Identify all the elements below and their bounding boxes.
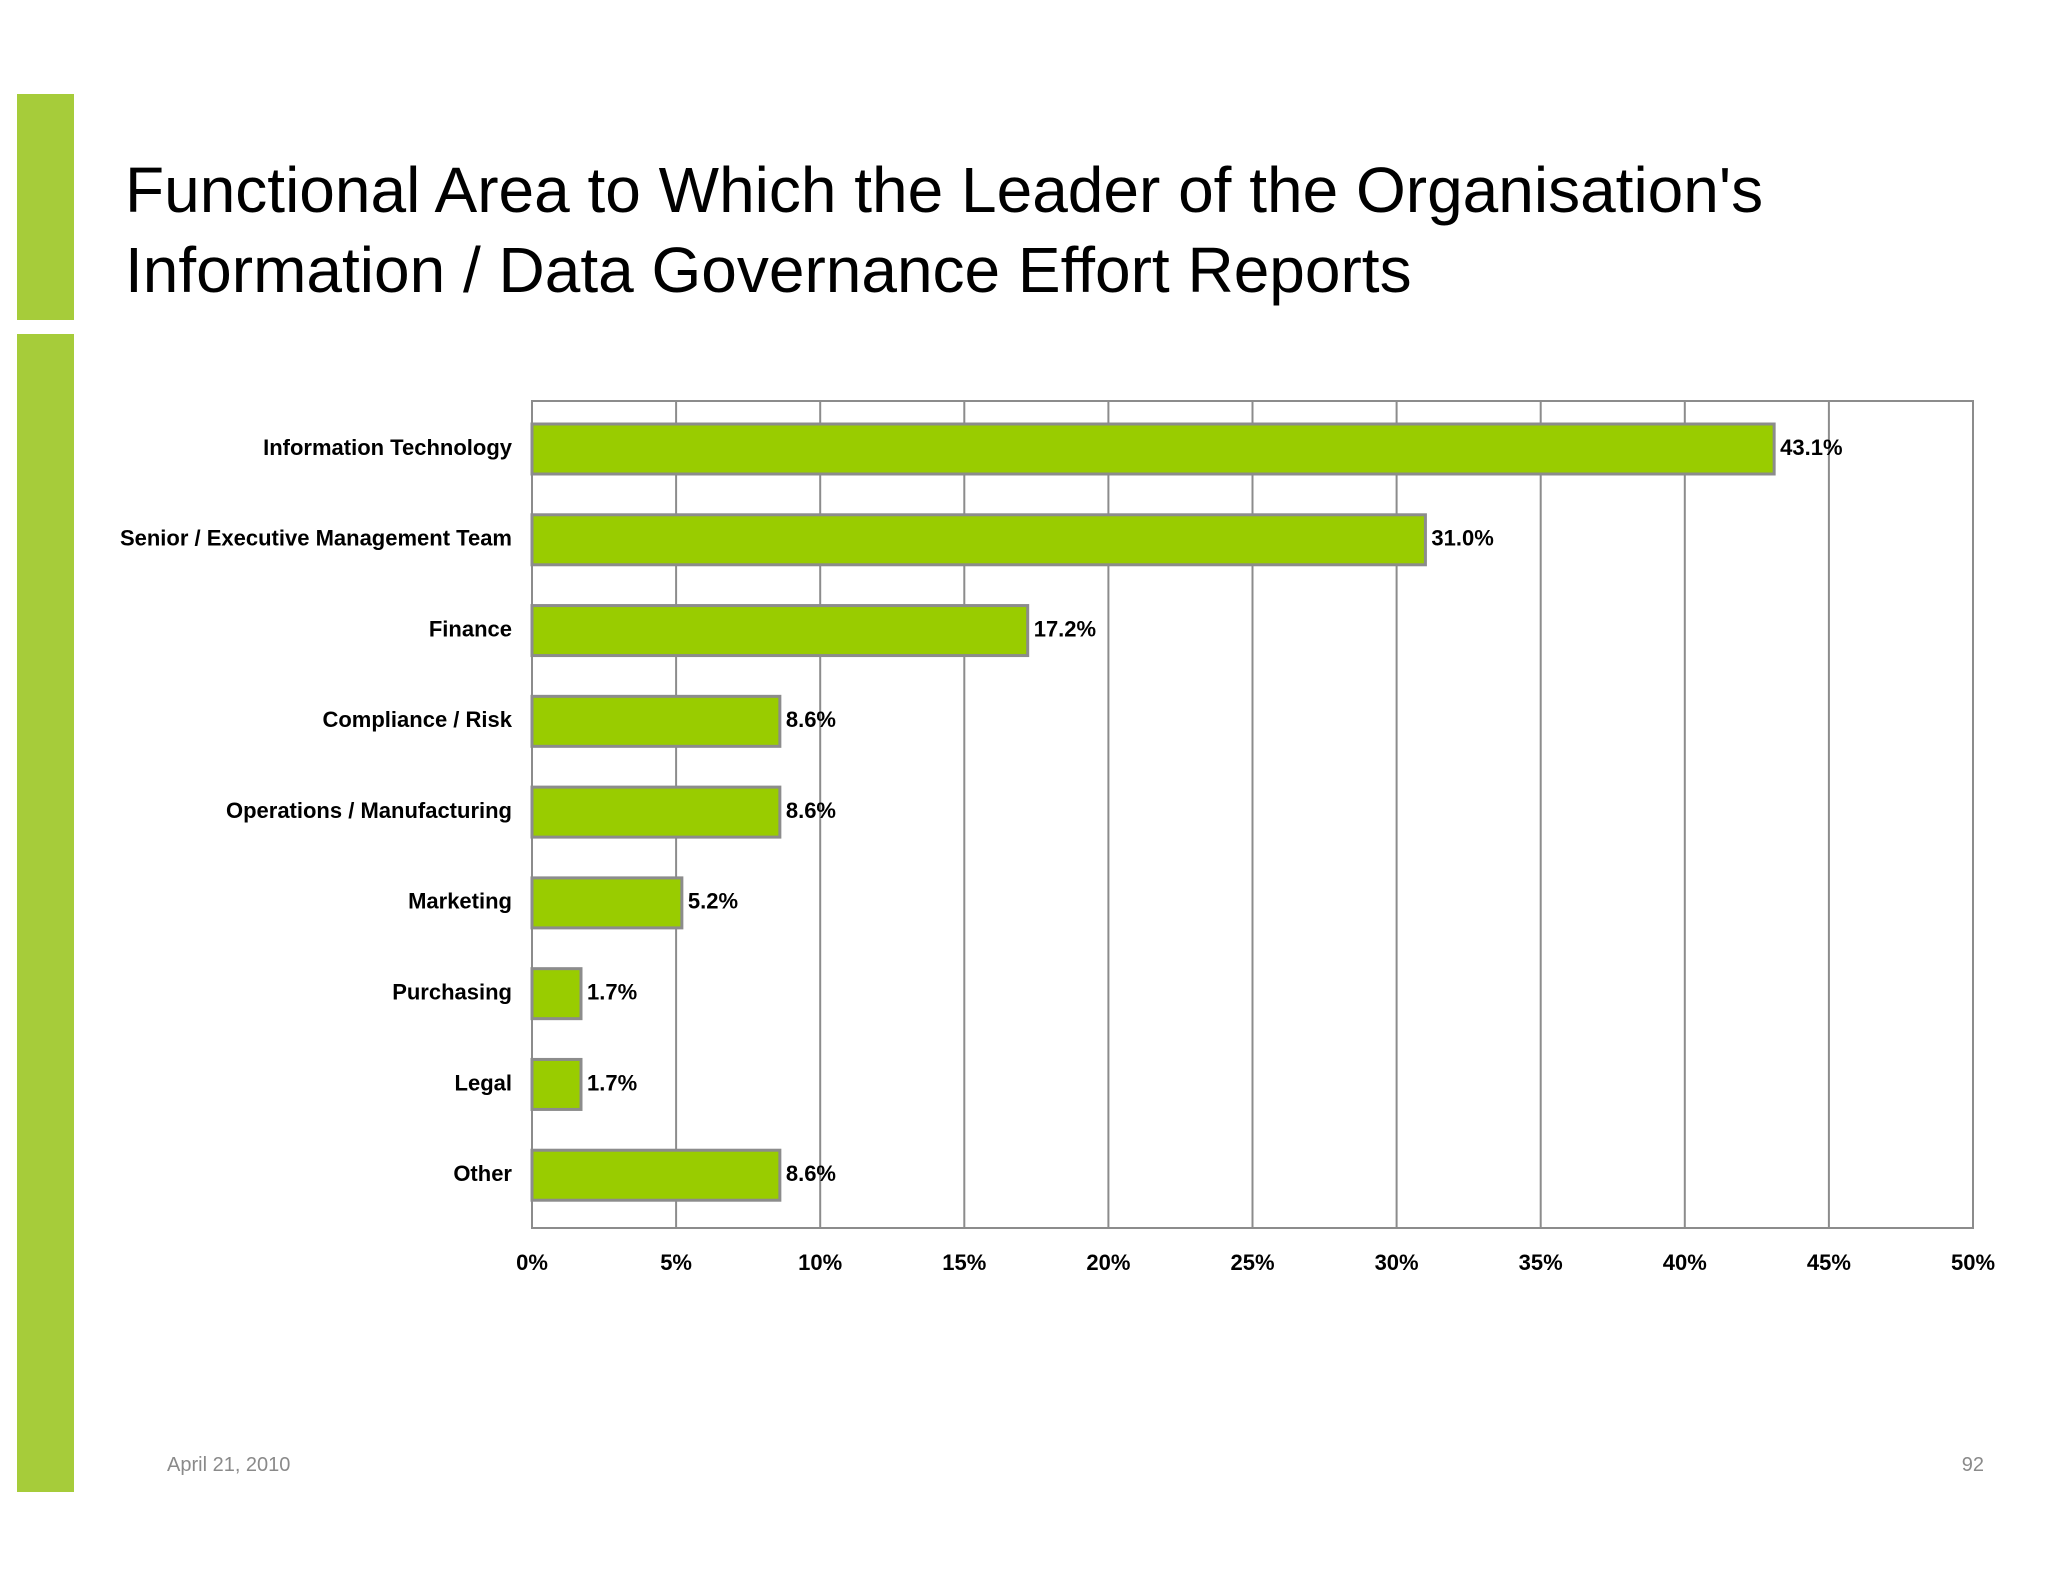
data-label-4: 8.6% [786, 707, 836, 732]
bar-8 [530, 1057, 583, 1111]
chart-x-tick-labels: 0% 5% 10% 15% 20% 25% 30% 35% 40% 45% 50% [516, 1250, 1995, 1275]
category-label-5: Operations / Manufacturing [226, 798, 512, 823]
data-label-7: 1.7% [587, 979, 637, 1004]
data-label-6: 5.2% [688, 889, 738, 914]
accent-bar-top [17, 94, 74, 320]
x-tick-label-30: 30% [1375, 1250, 1419, 1275]
bar-9 [530, 1148, 782, 1202]
slide-title-line-1: Functional Area to Which the Leader of t… [125, 154, 1764, 226]
x-tick-label-5: 5% [660, 1250, 692, 1275]
category-label-8: Legal [455, 1070, 512, 1095]
plot-area-border [531, 400, 1974, 1229]
category-label-6: Marketing [408, 889, 512, 914]
data-label-1: 43.1% [1780, 435, 1842, 460]
x-tick-label-15: 15% [942, 1250, 986, 1275]
slide-title: Functional Area to Which the Leader of t… [125, 150, 1965, 310]
category-label-9: Other [453, 1161, 512, 1186]
slide-title-line-2: Information / Data Governance Effort Rep… [125, 234, 1412, 306]
category-label-7: Purchasing [392, 979, 512, 1004]
data-label-2: 31.0% [1431, 526, 1493, 551]
data-label-8: 1.7% [587, 1070, 637, 1095]
category-label-3: Finance [429, 616, 512, 641]
bar-5 [530, 785, 782, 839]
data-label-3: 17.2% [1034, 616, 1096, 641]
x-tick-label-45: 45% [1807, 1250, 1851, 1275]
category-label-1: Information Technology [263, 435, 513, 460]
x-tick-label-25: 25% [1230, 1250, 1274, 1275]
bar-6 [530, 876, 684, 930]
footer-date: April 21, 2010 [167, 1454, 291, 1476]
x-tick-label-35: 35% [1519, 1250, 1563, 1275]
chart-category-labels: Information Technology Senior / Executive… [120, 435, 513, 1186]
category-label-2: Senior / Executive Management Team [120, 526, 512, 551]
x-tick-label-40: 40% [1663, 1250, 1707, 1275]
category-label-4: Compliance / Risk [322, 707, 512, 732]
bar-2 [530, 513, 1427, 567]
bar-1 [530, 422, 1776, 476]
footer-page-number: 92 [1961, 1454, 1984, 1476]
chart-data-labels: 43.1% 31.0% 17.2% 8.6% 8.6% 5.2% 1.7% 1.7% 8.6% [587, 435, 1843, 1186]
data-label-9: 8.6% [786, 1161, 836, 1186]
bar-3 [530, 604, 1030, 658]
bar-4 [530, 694, 782, 748]
x-tick-label-0: 0% [516, 1250, 548, 1275]
chart-bars [530, 422, 1776, 1202]
x-tick-label-10: 10% [798, 1250, 842, 1275]
chart-plot-frame [531, 400, 1974, 1229]
accent-bar-bottom [17, 334, 74, 1492]
data-label-5: 8.6% [786, 798, 836, 823]
x-tick-label-20: 20% [1086, 1250, 1130, 1275]
bar-7 [530, 967, 583, 1021]
x-tick-label-50: 50% [1951, 1250, 1995, 1275]
